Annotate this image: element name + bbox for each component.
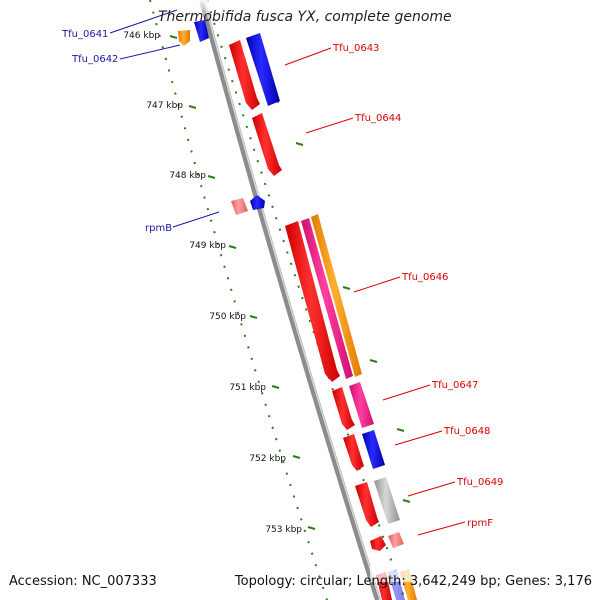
gene-label-tfu-0642[interactable]: Tfu_0642 xyxy=(71,54,118,65)
gene-tfu-0649-red[interactable] xyxy=(355,482,379,527)
tick-747 xyxy=(188,105,197,109)
leader-rpmB xyxy=(172,211,220,228)
tick-outer-2 xyxy=(295,142,304,146)
gene-tfu-0643-red[interactable] xyxy=(229,40,260,110)
leader-tfu-0646 xyxy=(353,276,401,293)
gene-tfu-0646-magenta[interactable] xyxy=(301,218,353,379)
gene-tfu-0647-red[interactable] xyxy=(332,387,355,430)
leader-tfu-0647 xyxy=(382,384,431,401)
gene-rpmB-pink[interactable] xyxy=(231,198,248,215)
leader-tfu-0649 xyxy=(407,481,456,497)
gene-rpmF-red[interactable] xyxy=(370,536,386,551)
leader-rpmF xyxy=(417,521,466,536)
gene-rpmB-blue[interactable] xyxy=(250,195,265,210)
tick-outer-6 xyxy=(402,499,411,503)
tick-outer-4 xyxy=(369,359,378,363)
scale-label-751: 751 kbp xyxy=(229,383,266,393)
scale-track-inner xyxy=(149,0,328,600)
gene-tfu-0641[interactable] xyxy=(178,30,190,46)
gene-tfu-0646-orange[interactable] xyxy=(311,214,362,377)
gene-label-rpmF[interactable]: rpmF xyxy=(467,518,493,529)
tick-751 xyxy=(271,385,280,389)
tick-750 xyxy=(249,315,258,319)
tick-753 xyxy=(307,526,316,530)
leader-tfu-0648 xyxy=(394,430,443,446)
gene-tfu-0648-blue[interactable] xyxy=(362,430,385,469)
gene-tfu-0642-top[interactable] xyxy=(186,0,209,42)
accession-text: Accession: NC_007333 xyxy=(9,574,157,589)
gene-label-tfu-0643[interactable]: Tfu_0643 xyxy=(332,43,379,54)
gene-tfu-0643-blue[interactable] xyxy=(246,33,280,106)
scale-label-753: 753 kbp xyxy=(265,525,302,535)
gene-label-tfu-0647[interactable]: Tfu_0647 xyxy=(431,380,478,391)
tick-748 xyxy=(207,175,216,179)
tick-746 xyxy=(169,35,178,39)
genome-backbone xyxy=(199,0,381,600)
gene-tfu-0649-grey[interactable] xyxy=(374,477,400,524)
tick-749 xyxy=(228,245,237,249)
gene-label-tfu-0646[interactable]: Tfu_0646 xyxy=(401,272,448,283)
gene-label-tfu-0649[interactable]: Tfu_0649 xyxy=(456,477,503,488)
scale-label-752: 752 kbp xyxy=(249,454,286,464)
gene-label-tfu-0641[interactable]: Tfu_0641 xyxy=(61,29,108,40)
leader-tfu-0641 xyxy=(109,9,178,34)
gene-rpmF-pink[interactable] xyxy=(388,532,404,548)
gene-label-tfu-0648[interactable]: Tfu_0648 xyxy=(443,426,490,437)
gene-bottom-continuation[interactable] xyxy=(370,566,430,600)
gene-tfu-0648-red[interactable] xyxy=(343,434,364,471)
genome-title: Thermobifida fusca YX, complete genome xyxy=(158,9,452,25)
scale-label-746: 746 kbp xyxy=(123,31,160,41)
tick-outer-3 xyxy=(342,286,351,290)
leader-tfu-0643 xyxy=(284,47,332,66)
gene-tfu-0647-magenta[interactable] xyxy=(349,382,374,428)
tick-752 xyxy=(292,455,301,459)
leader-tfu-0642 xyxy=(119,44,181,60)
tick-outer-5 xyxy=(396,428,405,432)
gene-label-rpmB[interactable]: rpmB xyxy=(145,223,172,234)
gene-tfu-0644[interactable] xyxy=(252,113,282,176)
scale-label-750: 750 kbp xyxy=(209,312,246,322)
gene-tfu-0646-red[interactable] xyxy=(285,221,340,382)
leader-tfu-0644 xyxy=(305,117,354,134)
scale-ticks xyxy=(169,35,411,530)
scale-label-748: 748 kbp xyxy=(169,171,206,181)
genome-summary-text: Topology: circular; Length: 3,642,249 bp… xyxy=(234,574,592,589)
scale-label-747: 747 kbp xyxy=(146,101,183,111)
gene-label-tfu-0644[interactable]: Tfu_0644 xyxy=(354,113,401,124)
scale-label-749: 749 kbp xyxy=(189,241,226,251)
